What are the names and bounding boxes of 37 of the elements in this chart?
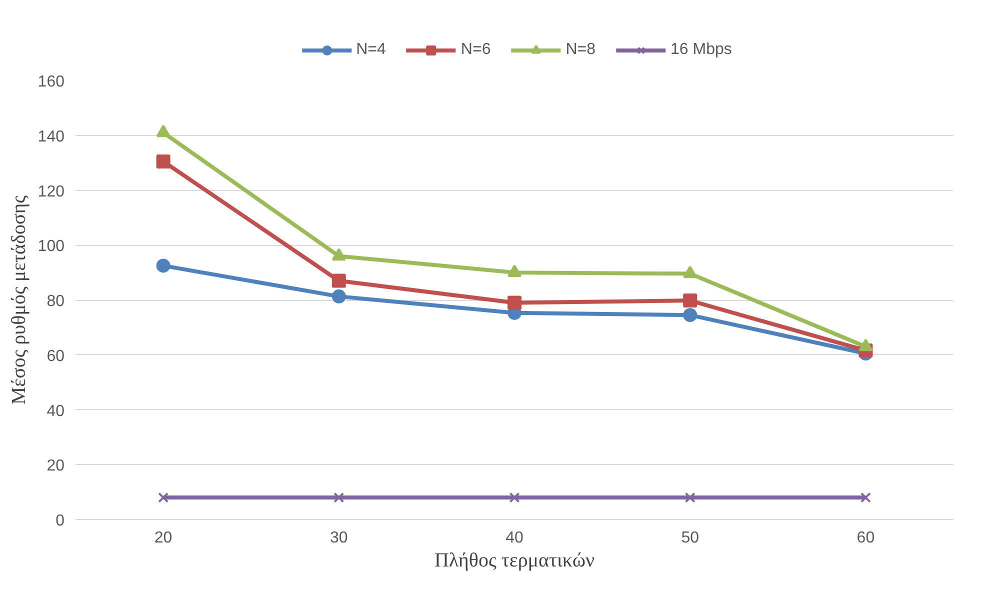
y-tick-label: 60 bbox=[46, 348, 65, 365]
y-tick-label: 0 bbox=[56, 512, 65, 530]
point bbox=[509, 492, 520, 503]
point bbox=[508, 264, 522, 278]
x-tick-label: 30 bbox=[330, 530, 348, 546]
point bbox=[332, 289, 346, 304]
point bbox=[858, 338, 873, 352]
x-tick-label: 40 bbox=[506, 530, 524, 546]
x-axis-title: Πλήθος τερματικών bbox=[434, 550, 595, 572]
point bbox=[684, 492, 696, 503]
point bbox=[156, 154, 170, 168]
point bbox=[156, 258, 170, 273]
point bbox=[683, 308, 698, 322]
y-tick-label: 20 bbox=[46, 458, 65, 475]
point bbox=[332, 274, 346, 288]
y-tick-label: 160 bbox=[38, 74, 65, 90]
point bbox=[508, 296, 522, 310]
y-axis-title: Μέσος ρυθμός μετάδοσης bbox=[8, 195, 30, 405]
point bbox=[158, 492, 169, 503]
y-tick-label: 140 bbox=[38, 128, 65, 146]
x-tick-label: 20 bbox=[154, 530, 172, 546]
legend-label: 16 Mbps bbox=[670, 41, 732, 59]
y-tick-label: 40 bbox=[46, 402, 65, 420]
y-tick-label: 80 bbox=[46, 293, 65, 310]
legend-label: N=6 bbox=[460, 41, 491, 59]
point bbox=[683, 294, 698, 308]
point bbox=[683, 266, 698, 278]
y-tick-label: 100 bbox=[38, 238, 65, 256]
y-tick-label: 120 bbox=[38, 183, 65, 200]
point bbox=[332, 248, 346, 261]
x-tick-label: 50 bbox=[681, 530, 700, 546]
legend-label: N=4 bbox=[356, 41, 386, 59]
point bbox=[334, 492, 344, 503]
point bbox=[156, 124, 170, 138]
x-tick-label: 60 bbox=[856, 530, 875, 546]
point bbox=[860, 492, 871, 503]
legend-label: N=8 bbox=[566, 41, 596, 59]
